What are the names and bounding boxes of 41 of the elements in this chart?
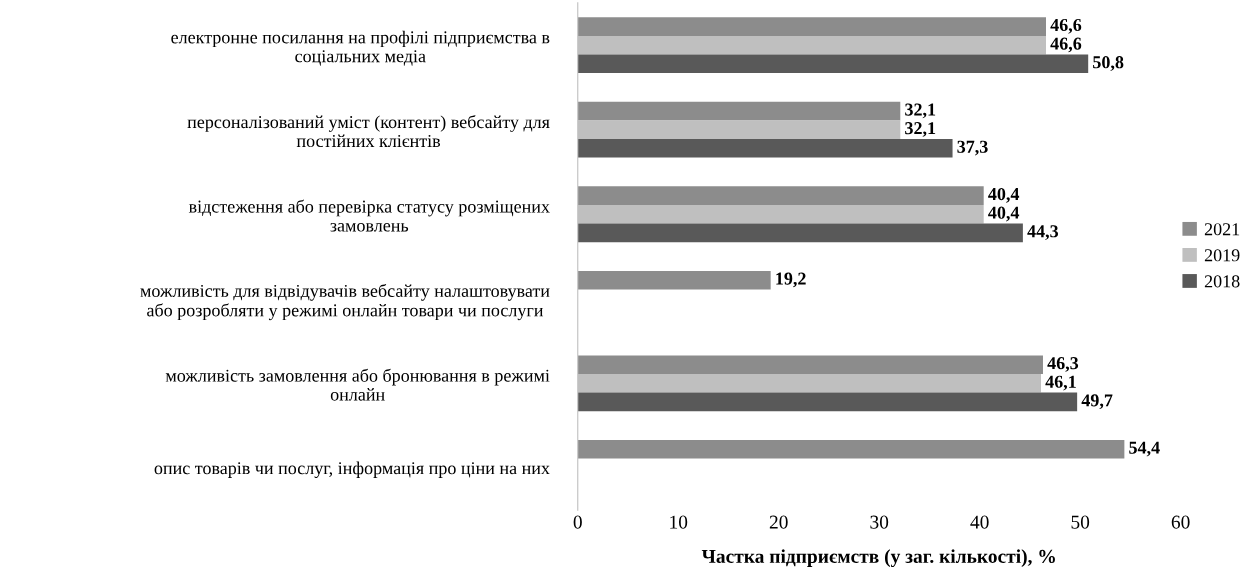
data-label: 46,6	[1050, 37, 1082, 53]
data-label: 40,4	[988, 187, 1020, 203]
bar	[577, 223, 1023, 243]
data-label: 46,6	[1050, 18, 1082, 34]
data-label: 44,3	[1027, 225, 1059, 240]
data-label: 46,3	[1047, 357, 1079, 372]
data-label: 32,1	[905, 122, 936, 137]
bar	[577, 139, 953, 158]
data-label: 37,3	[957, 140, 988, 156]
x-tick-label: 30	[870, 515, 889, 529]
legend-label: 2018	[1204, 275, 1240, 288]
bar	[577, 54, 1089, 74]
y-tick-label: відстеження або перевірка статусу розміщених замовлень	[188, 199, 550, 232]
data-label: 46,1	[1045, 375, 1076, 391]
y-tick-label: опис товарів чи послуг, інформація про ціни на них	[154, 461, 550, 479]
legend-label: 2021	[1204, 223, 1240, 236]
data-label: 19,2	[776, 272, 806, 288]
bar	[577, 355, 1043, 375]
x-tick-label: 10	[670, 515, 688, 529]
data-label: 49,7	[1081, 394, 1113, 410]
data-label: 54,4	[1129, 441, 1160, 457]
y-tick-label: можливість для відвідувачів вебсайту налаштовувати або розробляти у режимі онлайн товари чи послуги	[140, 283, 550, 321]
x-tick-label: 20	[769, 515, 788, 529]
y-tick-label: електронне посилання на профілі підприємства в соціальних медіа	[171, 30, 550, 66]
bar	[577, 17, 1046, 36]
x-tick-label: 50	[1071, 515, 1090, 529]
legend-label: 2019	[1204, 249, 1240, 262]
data-label: 40,4	[988, 206, 1020, 222]
x-axis-title: Частка підприємств (у заг. кількості), %	[701, 549, 1055, 567]
x-tick-label: 0	[573, 515, 582, 529]
data-label: 32,1	[905, 103, 936, 119]
bar	[577, 439, 1125, 459]
bar	[577, 186, 984, 205]
y-tick-label: персоналізований уміст (контент) вебсайту для постійних клієнтів	[187, 115, 550, 148]
x-tick-label: 60	[1171, 515, 1190, 529]
bar	[577, 270, 771, 290]
x-tick-label: 40	[970, 515, 989, 529]
bar	[577, 101, 901, 121]
data-label: 50,8	[1093, 56, 1124, 71]
bar	[577, 392, 1078, 412]
y-tick-label: можливість замовлення або бронювання в режимі онлайн	[165, 368, 550, 401]
